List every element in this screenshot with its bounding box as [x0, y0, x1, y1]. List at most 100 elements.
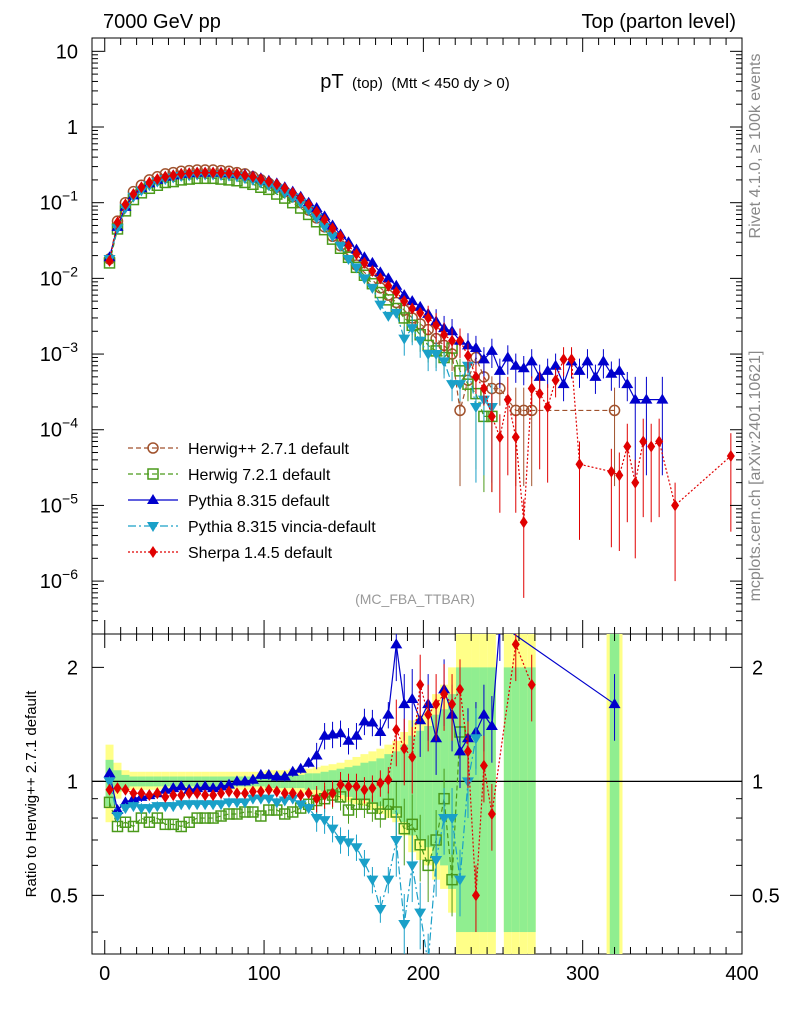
ratio-point-pythia-8-315-default — [302, 756, 315, 767]
data-point-pythia-8-315-vincia-default — [342, 255, 355, 266]
data-point-sherpa-1-4-5-default — [113, 216, 122, 229]
data-point-pythia-8-315-vincia-default — [318, 222, 331, 233]
data-point-sherpa-1-4-5-default — [137, 181, 146, 194]
ratio-point-pythia-8-315-default — [223, 778, 236, 789]
ratio-point-pythia-8-315-vincia-default — [167, 802, 180, 813]
data-point-sherpa-1-4-5-default — [432, 319, 441, 332]
data-point-sherpa-1-4-5-default — [280, 182, 289, 195]
band-segment-highpt-inner — [609, 634, 620, 954]
ratio-point-pythia-8-315-vincia-default — [446, 814, 459, 825]
data-point-sherpa-1-4-5-default — [169, 169, 178, 182]
x-tick-label: 0 — [99, 963, 110, 985]
ratio-point-sherpa-1-4-5-default — [463, 745, 472, 758]
ratio-point-sherpa-1-4-5-default — [113, 782, 122, 795]
data-point-pythia-8-315-default — [589, 370, 602, 381]
data-point-sherpa-1-4-5-default — [153, 173, 162, 186]
data-point-pythia-8-315-default — [390, 279, 403, 290]
ratio-point-sherpa-1-4-5-default — [408, 750, 417, 763]
ratio-point-pythia-8-315-vincia-default — [438, 814, 451, 825]
ratio-point-pythia-8-315-vincia-default — [207, 800, 220, 811]
band-segment — [527, 667, 536, 933]
ratio-y-tick-label: 2 — [67, 657, 78, 679]
main-title-sub2: (Mtt < 450 dy > 0) — [391, 75, 509, 92]
ratio-point-sherpa-1-4-5-default — [384, 773, 393, 786]
ratio-point-pythia-8-315-vincia-default — [302, 804, 315, 815]
data-point-sherpa-1-4-5-default — [487, 410, 496, 423]
ratio-point-herwig-7-2-1-default — [215, 810, 227, 822]
data-point-pythia-8-315-default — [640, 393, 653, 404]
data-point-sherpa-1-4-5-default — [400, 295, 409, 308]
ratio-point-sherpa-1-4-5-default — [137, 787, 146, 800]
ratio-point-sherpa-1-4-5-default — [153, 787, 162, 800]
data-point-sherpa-1-4-5-default — [408, 302, 417, 315]
band-segment — [511, 667, 520, 933]
data-point-pythia-8-315-vincia-default — [334, 241, 347, 252]
main-y-tick-base: 10 — [40, 193, 62, 215]
ratio-point-sherpa-1-4-5-default — [424, 708, 433, 721]
ratio-point-pythia-8-315-default — [454, 745, 467, 756]
ratio-point-pythia-8-315-default — [477, 708, 490, 719]
ratio-point-pythia-8-315-vincia-default — [135, 804, 148, 815]
band-segment — [519, 667, 528, 933]
ratio-point-pythia-8-315-vincia-default — [143, 804, 156, 815]
data-point-sherpa-1-4-5-default — [575, 458, 584, 471]
header-left: 7000 GeV pp — [103, 11, 221, 33]
ratio-point-sherpa-1-4-5-default — [161, 790, 170, 803]
ratio-point-pythia-8-315-vincia-default — [199, 800, 212, 811]
band-segment — [424, 726, 433, 848]
data-point-pythia-8-315-default — [477, 353, 490, 364]
ratio-point-sherpa-1-4-5-default — [121, 783, 130, 796]
main-y-tick-label: 10−1 — [40, 188, 78, 215]
main-y-tick-base: 10 — [40, 344, 62, 366]
data-point-pythia-8-315-default — [597, 355, 610, 366]
ratio-point-herwig-7-2-1-default — [143, 816, 156, 828]
ratio-point-sherpa-1-4-5-default — [288, 787, 297, 800]
ratio-point-herwig-7-2-1-default — [279, 808, 291, 820]
data-point-pythia-8-315-vincia-default — [358, 274, 371, 285]
legend-label: Pythia 8.315 vincia-default — [188, 519, 376, 536]
legend-label: Herwig 7.2.1 default — [188, 467, 331, 484]
data-point-pythia-8-315-default — [366, 256, 379, 267]
ratio-point-herwig-7-2-1-default — [191, 812, 203, 824]
ratio-point-sherpa-1-4-5-default — [368, 782, 377, 795]
data-point-sherpa-1-4-5-default — [495, 431, 504, 444]
data-point-sherpa-1-4-5-default — [225, 167, 234, 180]
data-point-sherpa-1-4-5-default — [105, 254, 114, 267]
data-point-pythia-8-315-default — [414, 300, 427, 311]
data-point-pythia-8-315-vincia-default — [366, 283, 379, 294]
ratio-point-pythia-8-315-vincia-default — [454, 875, 467, 886]
data-point-sherpa-1-4-5-default — [647, 440, 656, 453]
data-point-sherpa-1-4-5-default — [121, 198, 130, 211]
data-point-sherpa-1-4-5-default — [655, 435, 664, 448]
ratio-point-pythia-8-315-vincia-default — [183, 800, 196, 811]
data-point-sherpa-1-4-5-default — [416, 306, 425, 319]
data-point-sherpa-1-4-5-default — [209, 166, 218, 179]
ratio-point-pythia-8-315-vincia-default — [390, 836, 403, 847]
ratio-point-sherpa-1-4-5-default — [304, 787, 313, 800]
ratio-point-sherpa-1-4-5-default — [312, 792, 321, 805]
data-point-pythia-8-315-default — [541, 364, 554, 375]
legend-swatch-marker — [147, 442, 159, 454]
ratio-point-herwig-7-2-1-default — [342, 804, 355, 816]
main-y-tick-exponent: −3 — [62, 339, 78, 355]
data-point-sherpa-1-4-5-default — [360, 256, 369, 269]
data-point-sherpa-1-4-5-default — [567, 353, 576, 366]
side-label-top: Rivet 4.1.0, ≥ 100k events — [747, 54, 764, 239]
ratio-point-sherpa-1-4-5-default — [256, 785, 265, 798]
ratio-point-sherpa-1-4-5-default — [264, 783, 273, 796]
data-point-pythia-8-315-vincia-default — [326, 232, 339, 243]
ratio-point-sherpa-1-4-5-default — [296, 789, 305, 802]
data-point-pythia-8-315-default — [629, 393, 642, 404]
ratio-point-sherpa-1-4-5-default — [177, 789, 186, 802]
data-point-pythia-8-315-default — [398, 289, 411, 300]
band-segment — [456, 667, 464, 933]
legend-entry-herwig-2-7-1-default: Herwig++ 2.7.1 default — [128, 441, 350, 458]
analysis-id: (MC_FBA_TTBAR) — [355, 591, 475, 607]
ratio-point-sherpa-1-4-5-default — [400, 742, 409, 755]
ratio-point-pythia-8-315-default — [334, 727, 347, 738]
legend-swatch-marker — [149, 546, 157, 558]
ratio-x-axis: 0 100 200 300 400 — [99, 634, 759, 985]
ratio-point-herwig-7-2-1-default — [382, 798, 395, 811]
